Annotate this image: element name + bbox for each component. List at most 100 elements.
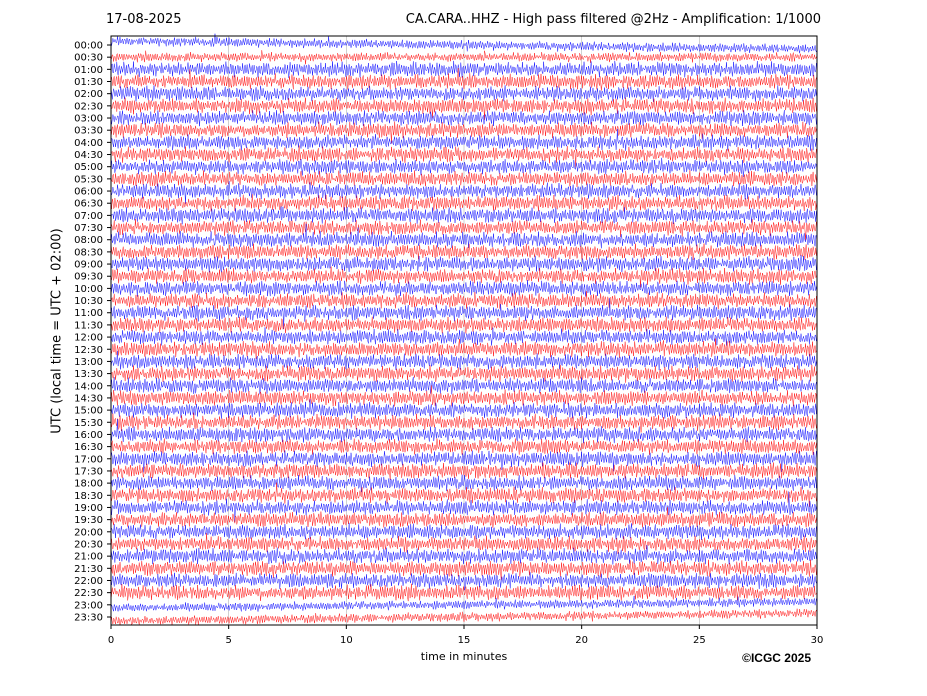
trace-row bbox=[110, 491, 818, 522]
trace-row bbox=[110, 255, 818, 273]
y-tick-label: 12:00 bbox=[74, 333, 103, 344]
y-tick-label: 04:30 bbox=[74, 150, 103, 161]
trace-row bbox=[110, 474, 818, 493]
y-tick-label: 05:00 bbox=[74, 162, 103, 173]
trace-row bbox=[110, 533, 818, 554]
y-tick-label: 19:00 bbox=[74, 503, 103, 514]
trace-row bbox=[110, 462, 818, 480]
trace-row bbox=[110, 399, 818, 419]
y-tick-label: 03:00 bbox=[74, 114, 103, 125]
trace-row bbox=[110, 33, 818, 54]
trace-row bbox=[110, 583, 818, 602]
x-tick-label: 20 bbox=[575, 635, 588, 646]
trace-row bbox=[110, 121, 818, 144]
y-tick-label: 06:00 bbox=[74, 187, 103, 198]
y-tick-label: 23:00 bbox=[74, 600, 103, 611]
trace-row bbox=[110, 110, 818, 127]
y-tick-label: 04:00 bbox=[74, 138, 103, 149]
y-tick-label: 14:30 bbox=[74, 393, 103, 404]
chart-title: CA.CARA..HHZ - High pass filtered @2Hz -… bbox=[405, 12, 821, 27]
trace-row bbox=[110, 223, 818, 249]
y-tick-label: 06:30 bbox=[74, 199, 103, 210]
y-tick-label: 13:30 bbox=[74, 369, 103, 380]
y-tick-label: 09:00 bbox=[74, 260, 103, 271]
trace-row bbox=[110, 60, 818, 79]
trace-row bbox=[110, 559, 818, 581]
trace-row bbox=[110, 385, 818, 407]
trace-row bbox=[110, 128, 818, 151]
trace-row bbox=[110, 450, 818, 473]
trace-row bbox=[110, 544, 818, 565]
x-tick-label: 25 bbox=[693, 635, 706, 646]
y-tick-label: 16:30 bbox=[74, 442, 103, 453]
y-tick-label: 14:00 bbox=[74, 381, 103, 392]
trace-row bbox=[110, 595, 818, 612]
y-tick-label: 01:30 bbox=[74, 77, 103, 88]
y-tick-label: 00:00 bbox=[74, 41, 103, 52]
trace-row bbox=[110, 291, 818, 310]
y-tick-label: 21:00 bbox=[74, 552, 103, 563]
y-tick-label: 08:30 bbox=[74, 247, 103, 258]
trace-row bbox=[110, 438, 818, 455]
trace-row bbox=[110, 522, 818, 541]
y-tick-label: 18:30 bbox=[74, 491, 103, 502]
y-tick-label: 02:00 bbox=[74, 89, 103, 100]
trace-row bbox=[110, 327, 818, 346]
trace-row bbox=[110, 68, 818, 91]
trace-row bbox=[110, 85, 818, 102]
trace-row bbox=[110, 50, 818, 65]
y-tick-label: 22:00 bbox=[74, 576, 103, 587]
x-tick-label: 0 bbox=[108, 635, 114, 646]
trace-row bbox=[110, 266, 818, 288]
x-tick-label: 15 bbox=[458, 635, 471, 646]
y-tick-label: 10:30 bbox=[74, 296, 103, 307]
y-tick-label: 17:30 bbox=[74, 466, 103, 477]
x-axis-label: time in minutes bbox=[420, 650, 508, 663]
y-tick-label: 09:30 bbox=[74, 272, 103, 283]
trace-row bbox=[110, 507, 818, 528]
y-tick-label: 03:30 bbox=[74, 126, 103, 137]
y-tick-label: 18:00 bbox=[74, 479, 103, 490]
copyright-credit: ©ICGC 2025 bbox=[742, 651, 811, 665]
y-tick-label: 17:00 bbox=[74, 454, 103, 465]
x-tick-label: 10 bbox=[340, 635, 353, 646]
trace-row bbox=[110, 97, 818, 120]
trace-row bbox=[110, 181, 818, 204]
trace-row bbox=[110, 157, 818, 177]
y-tick-label: 07:30 bbox=[74, 223, 103, 234]
y-tick-label: 02:30 bbox=[74, 101, 103, 112]
y-tick-label: 12:30 bbox=[74, 345, 103, 356]
trace-row bbox=[110, 338, 818, 359]
y-tick-label: 20:30 bbox=[74, 539, 103, 550]
grid bbox=[228, 36, 700, 625]
y-tick-label: 15:30 bbox=[74, 418, 103, 429]
y-tick-label: 05:30 bbox=[74, 174, 103, 185]
trace-row bbox=[110, 412, 818, 433]
trace-row bbox=[110, 279, 818, 297]
trace-row bbox=[110, 206, 817, 225]
x-tick-label: 30 bbox=[811, 635, 824, 646]
date-label: 17-08-2025 bbox=[106, 12, 182, 27]
trace-row bbox=[110, 243, 818, 260]
trace-row bbox=[110, 419, 818, 444]
y-axis-label: UTC (local time = UTC + 02:00) bbox=[49, 228, 65, 434]
y-tick-label: 21:30 bbox=[74, 564, 103, 575]
trace-row bbox=[110, 376, 818, 395]
y-tick-label: 15:00 bbox=[74, 406, 103, 417]
trace-row bbox=[110, 608, 818, 626]
y-tick-label: 00:30 bbox=[74, 53, 103, 64]
trace-row bbox=[110, 218, 818, 241]
trace-row bbox=[110, 572, 818, 591]
trace-row bbox=[110, 170, 818, 187]
y-tick-label: 19:30 bbox=[74, 515, 103, 526]
y-tick-label: 11:30 bbox=[74, 320, 103, 331]
y-tick-label: 22:30 bbox=[74, 588, 103, 599]
trace-row bbox=[110, 316, 818, 334]
trace-row bbox=[110, 298, 818, 330]
y-tick-label: 08:00 bbox=[74, 235, 103, 246]
y-tick-label: 13:00 bbox=[74, 357, 103, 368]
y-tick-label: 23:30 bbox=[74, 612, 103, 623]
trace-row bbox=[110, 482, 818, 507]
